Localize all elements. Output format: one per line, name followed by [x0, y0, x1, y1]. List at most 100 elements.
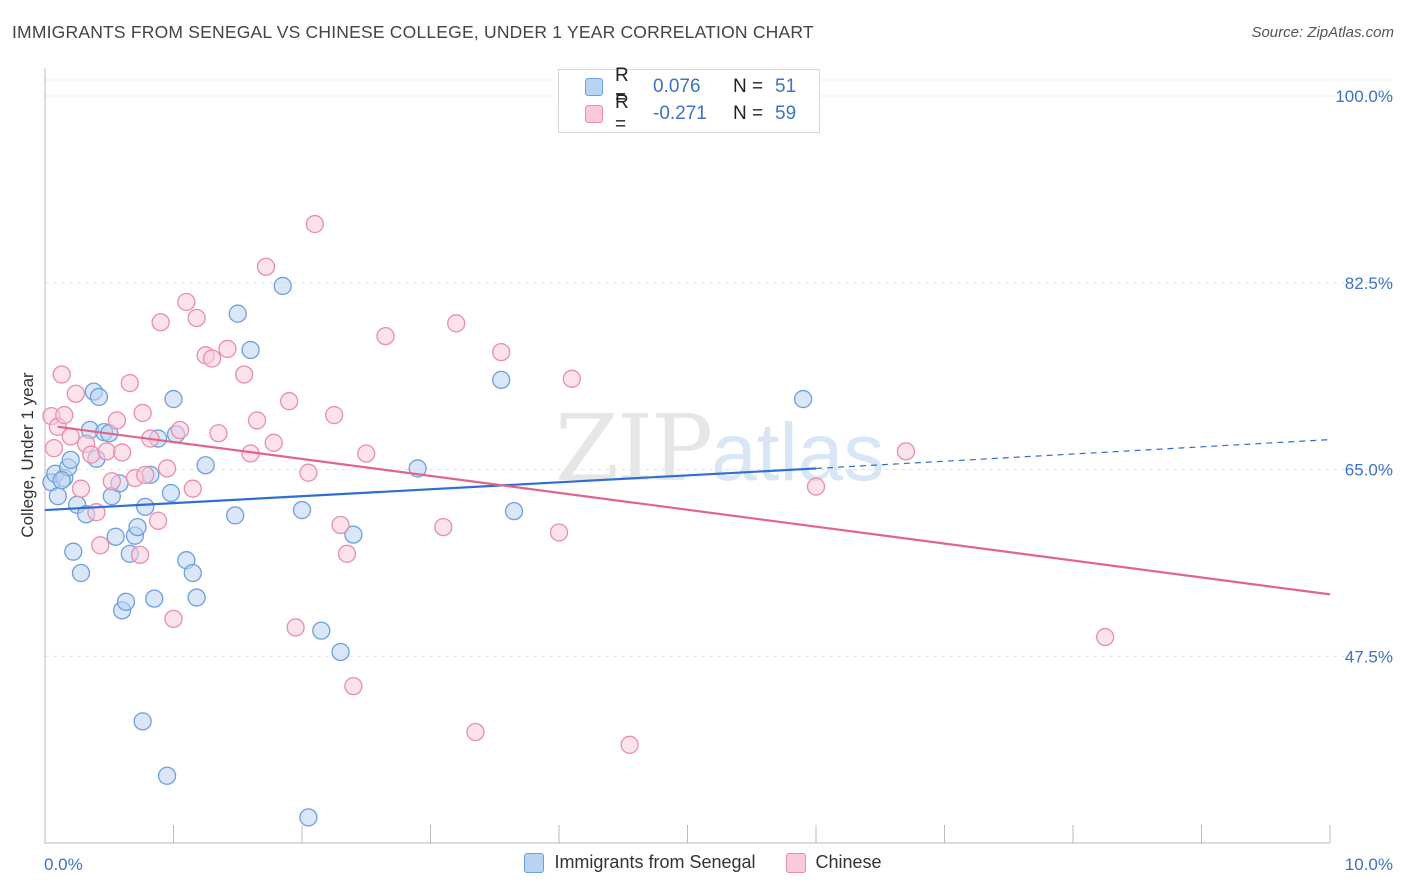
chinese-point — [305, 214, 325, 234]
r-value: 0.076 — [653, 76, 701, 97]
chinese-point — [279, 392, 299, 411]
stats-legend: R = 0.076 N = 51 R = -0.271 N = 59 — [558, 65, 820, 135]
r-label: R = — [615, 65, 629, 108]
y-axis-label: College, Under 1 year — [18, 372, 37, 538]
chinese-point — [492, 342, 511, 362]
senegal-point — [164, 389, 183, 409]
chinese-point — [299, 463, 318, 482]
n-label: N = — [733, 103, 764, 124]
senegal-swatch — [585, 78, 603, 96]
senegal-point — [299, 808, 318, 827]
senegal-point — [228, 304, 247, 323]
chinese-point — [187, 308, 206, 328]
chinese-point — [44, 439, 64, 458]
stats-row-senegal: R = 0.076 N = 51 — [585, 65, 796, 108]
source-label: Source: ZipAtlas.com — [1251, 24, 1394, 41]
chinese-point — [235, 365, 254, 384]
senegal-point — [504, 501, 524, 521]
senegal-point — [187, 588, 206, 607]
y-tick-label: 65.0% — [1345, 461, 1393, 480]
chinese-point — [256, 257, 276, 276]
chinese-point — [151, 313, 170, 332]
senegal-point — [145, 589, 164, 608]
n-value: 59 — [775, 103, 797, 124]
chinese-point — [466, 722, 485, 742]
chinese-point — [286, 618, 305, 637]
legend-swatch-senegal — [524, 852, 545, 873]
y-tick-label: 82.5% — [1345, 274, 1393, 293]
chinese-point — [177, 292, 196, 312]
chinese-point — [549, 523, 569, 542]
chinese-swatch — [585, 105, 603, 123]
chinese-point — [896, 442, 916, 461]
chinese-point — [55, 405, 74, 425]
senegal-point — [116, 592, 136, 611]
senegal-point — [794, 389, 813, 409]
senegal-point — [292, 500, 312, 520]
chinese-point — [148, 511, 168, 530]
senegal-point — [226, 506, 245, 525]
senegal-point — [136, 497, 155, 517]
watermark: ZIPatlas — [555, 395, 884, 502]
senegal-trendline — [44, 467, 817, 512]
chinese-point — [562, 369, 581, 388]
x-tick-label: 0.0% — [44, 855, 83, 874]
chinese-trendline — [57, 425, 1331, 596]
chinese-point — [324, 405, 344, 425]
chinese-point — [136, 465, 155, 484]
legend-label-senegal: Immigrants from Senegal — [554, 852, 756, 872]
chinese-point — [183, 479, 202, 498]
chinese-point — [71, 479, 91, 498]
senegal-point — [344, 525, 363, 544]
senegal-point — [312, 621, 331, 640]
legend-item-senegal: Immigrants from Senegal — [524, 852, 756, 873]
chart-title: IMMIGRANTS FROM SENEGAL VS CHINESE COLLE… — [12, 22, 814, 42]
chinese-point — [331, 515, 350, 535]
chinese-point — [357, 444, 376, 463]
chinese-point — [218, 339, 237, 359]
senegal-point — [157, 766, 177, 785]
senegal-point — [196, 456, 215, 475]
chinese-point — [202, 349, 222, 368]
chinese-point — [91, 536, 110, 555]
chinese-point — [82, 445, 101, 464]
chinese-point — [344, 676, 363, 696]
chinese-point — [120, 373, 139, 393]
watermark-atlas: atlas — [711, 407, 885, 498]
senegal-point — [331, 642, 350, 662]
chinese-point — [130, 545, 150, 565]
chinese-point — [133, 403, 152, 423]
chinese-point — [806, 477, 826, 496]
y-tick-label: 47.5% — [1345, 647, 1393, 666]
senegal-point — [161, 483, 181, 503]
chinese-point — [52, 365, 71, 384]
chinese-point — [170, 420, 190, 440]
chinese-point — [164, 609, 183, 629]
y-tick-label: 100.0% — [1335, 87, 1393, 106]
senegal-point — [106, 527, 125, 546]
chinese-point — [434, 517, 453, 537]
senegal-point — [133, 712, 152, 731]
legend-item-chinese: Chinese — [785, 852, 882, 873]
x-tick-label: 10.0% — [1345, 855, 1393, 874]
r-value: -0.271 — [653, 103, 707, 124]
series-legend: Immigrants from Senegal Chinese — [0, 852, 1406, 873]
senegal-point — [64, 542, 83, 561]
senegal-point — [52, 471, 71, 490]
chinese-point — [107, 411, 127, 430]
senegal-point — [48, 487, 67, 506]
chinese-point — [209, 424, 228, 443]
chinese-point — [264, 433, 283, 452]
senegal-point — [89, 387, 109, 407]
legend-swatch-chinese — [785, 852, 806, 873]
chinese-point — [112, 443, 132, 462]
chinese-point — [97, 442, 116, 461]
chinese-point — [66, 384, 85, 403]
chinese-point — [376, 326, 395, 346]
chinese-point — [102, 472, 121, 491]
legend-label-chinese: Chinese — [815, 852, 882, 872]
senegal-point — [273, 276, 292, 296]
senegal-point — [128, 517, 147, 537]
n-label: N = — [733, 76, 764, 97]
senegal-point — [492, 370, 511, 390]
